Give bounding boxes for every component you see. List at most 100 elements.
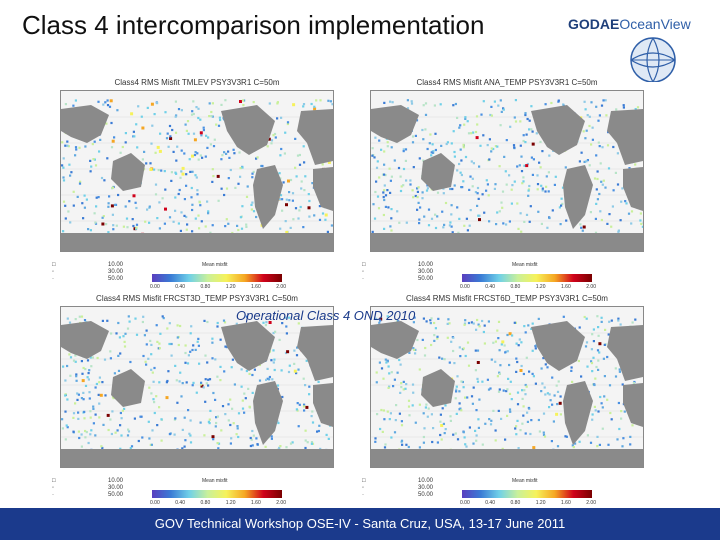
misfit-point xyxy=(69,374,72,377)
misfit-point xyxy=(76,398,79,401)
misfit-point xyxy=(210,115,213,118)
misfit-point xyxy=(383,198,386,202)
misfit-point xyxy=(248,372,251,375)
misfit-point xyxy=(107,202,110,205)
misfit-point xyxy=(295,408,298,411)
misfit-point xyxy=(157,169,160,172)
misfit-point xyxy=(87,378,90,381)
misfit-point xyxy=(270,359,273,362)
misfit-point xyxy=(592,356,595,359)
panel-legend: □ ◦ · 10.00 30.00 50.00 Mean misfit 0.00 0.40… xyxy=(52,256,342,302)
misfit-point xyxy=(217,447,220,450)
misfit-point xyxy=(508,392,512,395)
misfit-point xyxy=(180,395,183,398)
misfit-point xyxy=(80,433,83,436)
misfit-point xyxy=(470,395,474,398)
misfit-point xyxy=(61,418,64,421)
misfit-point xyxy=(439,433,442,437)
misfit-point xyxy=(215,416,218,419)
misfit-point xyxy=(199,421,202,424)
misfit-point xyxy=(384,194,388,197)
misfit-point xyxy=(250,208,253,211)
misfit-point xyxy=(553,394,556,397)
misfit-point xyxy=(543,386,546,389)
misfit-point xyxy=(528,119,531,122)
misfit-point xyxy=(530,128,533,131)
misfit-point xyxy=(127,315,130,318)
misfit-point xyxy=(112,224,115,227)
misfit-point xyxy=(557,380,560,383)
misfit-point xyxy=(64,410,67,413)
misfit-point xyxy=(524,383,527,387)
misfit-point xyxy=(430,154,433,157)
misfit-point xyxy=(330,224,333,227)
land-mass xyxy=(531,105,585,155)
misfit-point xyxy=(62,157,65,160)
misfit-point xyxy=(194,217,197,220)
misfit-point xyxy=(251,172,254,175)
misfit-point xyxy=(94,221,97,224)
misfit-point xyxy=(487,388,491,391)
land-mass xyxy=(61,105,109,143)
misfit-point xyxy=(127,430,131,433)
misfit-point xyxy=(519,429,522,432)
misfit-point xyxy=(241,166,244,169)
misfit-point xyxy=(83,206,86,209)
misfit-point xyxy=(185,381,188,384)
misfit-point xyxy=(446,336,449,339)
misfit-point xyxy=(110,204,114,208)
misfit-point xyxy=(481,443,484,446)
misfit-point xyxy=(145,343,148,346)
misfit-point xyxy=(315,99,318,102)
misfit-point xyxy=(265,321,268,324)
misfit-point xyxy=(499,364,502,367)
misfit-point xyxy=(80,445,83,448)
misfit-point xyxy=(164,207,167,211)
misfit-point xyxy=(268,321,272,324)
misfit-point xyxy=(153,168,156,171)
misfit-point xyxy=(476,186,480,190)
misfit-point xyxy=(500,417,503,420)
misfit-point xyxy=(272,331,275,335)
misfit-point xyxy=(585,341,589,344)
misfit-point xyxy=(508,363,511,367)
land-mass xyxy=(61,321,109,359)
misfit-point xyxy=(482,134,485,137)
misfit-point xyxy=(605,114,608,117)
misfit-point xyxy=(89,159,92,162)
misfit-point xyxy=(213,138,216,141)
misfit-point xyxy=(93,140,96,143)
misfit-point xyxy=(240,385,243,388)
misfit-point xyxy=(476,204,479,207)
misfit-point xyxy=(105,223,108,226)
misfit-point xyxy=(166,327,169,330)
misfit-point xyxy=(300,180,303,183)
misfit-point xyxy=(481,380,484,383)
misfit-point xyxy=(463,323,466,326)
misfit-point xyxy=(506,333,509,337)
misfit-point xyxy=(632,382,635,385)
misfit-point xyxy=(75,375,78,378)
misfit-point xyxy=(167,370,170,373)
misfit-point xyxy=(168,322,171,325)
misfit-point xyxy=(72,416,75,419)
misfit-point xyxy=(189,419,192,422)
land-mass xyxy=(563,165,593,229)
misfit-point xyxy=(527,189,530,192)
misfit-point xyxy=(124,132,127,135)
misfit-point xyxy=(550,440,553,443)
misfit-point xyxy=(466,229,469,232)
legend-values: 10.00 30.00 50.00 xyxy=(108,478,124,498)
misfit-point xyxy=(618,427,621,431)
misfit-point xyxy=(229,442,232,445)
misfit-point xyxy=(591,138,594,141)
misfit-point xyxy=(373,156,376,159)
misfit-point xyxy=(496,211,499,214)
misfit-point xyxy=(151,429,154,432)
misfit-point xyxy=(463,322,467,325)
misfit-point xyxy=(604,328,607,331)
misfit-point xyxy=(510,398,513,401)
misfit-point xyxy=(528,128,531,131)
misfit-point xyxy=(422,441,425,444)
misfit-point xyxy=(475,115,479,118)
